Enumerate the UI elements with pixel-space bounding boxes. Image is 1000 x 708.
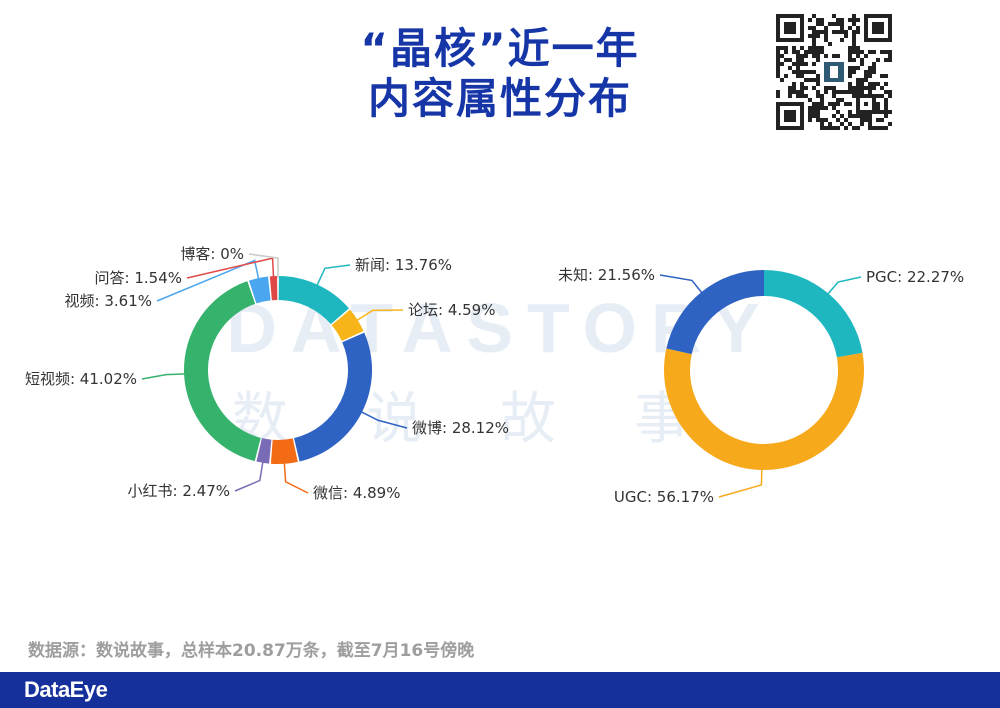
slice-label-论坛: 论坛: 4.59% — [408, 301, 495, 319]
donut-slice-小红书 — [256, 438, 272, 464]
slice-label-微信: 微信: 4.89% — [313, 484, 400, 502]
donut-slice-问答 — [269, 276, 278, 301]
qr-code — [776, 14, 892, 130]
donut-slice-微博 — [294, 332, 372, 462]
leader-line-短视频 — [141, 373, 187, 380]
donut-slice-短视频 — [183, 281, 261, 462]
donut-chart-1: 新闻: 13.76% 论坛: 4.59% 微博: 28.12% 微信: 4.89% 小红… — [25, 245, 509, 502]
leader-line-博客 — [248, 253, 279, 278]
brand-logo: DataEye — [24, 677, 108, 702]
donut-slice-新闻 — [278, 276, 349, 325]
leader-line-视频 — [156, 259, 260, 302]
slice-label-视频: 视频: 3.61% — [65, 292, 152, 310]
leader-line-小红书 — [234, 460, 264, 492]
leader-line-UGC — [718, 467, 763, 498]
slice-label-博客: 博客: 0% — [180, 245, 244, 263]
leader-line-未知 — [659, 274, 704, 295]
donut-slice-论坛 — [331, 309, 364, 341]
slice-label-小红书: 小红书: 2.47% — [128, 482, 230, 500]
page-title: “晶核”近一年 内容属性分布 — [250, 24, 750, 124]
donut-slice-未知 — [666, 270, 764, 355]
slice-label-未知: 未知: 21.56% — [558, 266, 655, 284]
slice-label-新闻: 新闻: 13.76% — [355, 256, 452, 274]
slice-label-短视频: 短视频: 41.02% — [25, 370, 137, 388]
donut-chart-2: PGC: 22.27% UGC: 56.17% 未知: 21.56% — [558, 266, 964, 506]
slice-label-微博: 微博: 28.12% — [412, 419, 509, 437]
title-line-1: “晶核”近一年 — [360, 24, 640, 73]
slice-label-UGC: UGC: 56.17% — [614, 488, 714, 506]
footer-bar: DataEye — [0, 672, 1000, 708]
leader-line-微博 — [359, 410, 408, 429]
leader-line-论坛 — [355, 309, 404, 322]
title-line-2: 内容属性分布 — [367, 74, 632, 123]
slice-label-PGC: PGC: 22.27% — [866, 268, 964, 286]
source-note: 数据源：数说故事，总样本20.87万条，截至7月16号傍晚 — [28, 641, 475, 661]
leader-line-PGC — [826, 276, 862, 296]
leader-line-问答 — [186, 257, 275, 279]
slice-label-问答: 问答: 1.54% — [95, 269, 182, 287]
leader-line-微信 — [283, 461, 309, 494]
donut-slice-PGC — [764, 270, 863, 358]
donut-slice-UGC — [664, 348, 864, 470]
leader-line-新闻 — [315, 264, 351, 287]
donut-slice-微信 — [270, 438, 298, 464]
donut-slice-视频 — [248, 276, 271, 304]
